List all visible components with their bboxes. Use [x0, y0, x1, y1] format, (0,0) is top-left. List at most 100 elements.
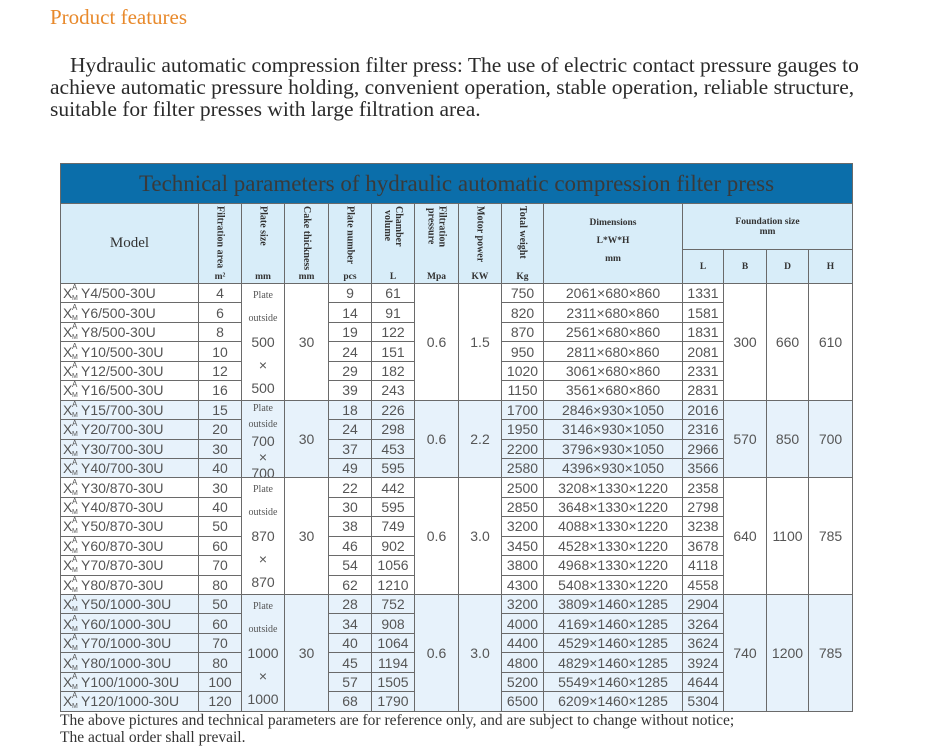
plate-size-line: outside	[248, 507, 278, 519]
model-prefix-sub: M	[72, 392, 78, 400]
header-label: Chamber volume	[382, 205, 404, 247]
model-cell: X A M Y60/870-30U	[60, 535, 199, 557]
dimensions-cell: 4529×1460×1285	[543, 632, 683, 654]
model-cell: X A M Y120/1000-30U	[60, 691, 199, 712]
model-cell: X A M Y100/1000-30U	[60, 671, 199, 693]
filtration-area-cell: 50	[198, 516, 242, 537]
chamber-volume-cell: 298	[371, 419, 415, 440]
model-prefix-sup: A	[72, 691, 78, 701]
model-prefix-sub: M	[72, 645, 78, 653]
total-weight-cell: 3200	[501, 516, 544, 537]
cake-thickness-cell: 30	[284, 399, 329, 479]
total-weight-cell: 1020	[501, 360, 544, 382]
header-unit: Mpa	[427, 271, 446, 282]
plate-number-cell: 38	[328, 516, 372, 537]
total-weight-cell: 4800	[501, 652, 544, 673]
header-label: Plate size	[257, 205, 269, 246]
plate-size-line: outside	[248, 623, 278, 635]
model-name: Y4/500-30U	[81, 285, 156, 302]
foundation-l-cell: 4118	[682, 555, 724, 576]
model-prefix-base: X	[63, 343, 73, 360]
header-wrap: Total weight Kg	[503, 205, 543, 282]
model-prefix-sub: M	[72, 411, 78, 419]
model-prefix-sup: A	[72, 458, 78, 468]
filtration-area-cell: 20	[198, 419, 242, 440]
total-weight-cell: 1150	[501, 380, 544, 401]
motor-power-cell: 3.0	[458, 477, 502, 595]
dimensions-cell: 3809×1460×1285	[543, 593, 683, 615]
model-prefix-base: X	[63, 285, 73, 302]
header-label: Total weight	[517, 205, 528, 259]
filtration-area-cell: 80	[198, 574, 242, 596]
model-prefix-sup: A	[72, 400, 78, 409]
plate-size-line: ×	[258, 449, 268, 466]
model-cell: X A M Y50/1000-30U	[60, 593, 199, 615]
plate-number-cell: 28	[328, 593, 372, 615]
dimensions-cell: 4829×1460×1285	[543, 652, 683, 673]
dimensions-cell: 2846×930×1050	[543, 399, 683, 421]
model-name: Y8/500-30U	[81, 324, 156, 341]
model-prefix-base: X	[63, 421, 73, 438]
plate-size-line: Plate	[253, 484, 273, 496]
model-prefix-base: X	[63, 499, 73, 516]
model-prefix-sub: M	[72, 489, 78, 497]
model-cell: X A M Y30/700-30U	[60, 438, 199, 459]
model-prefix-sup: A	[72, 575, 78, 584]
technical-parameters-table: Technical parameters of hydraulic automa…	[60, 163, 853, 712]
foundation-l-cell: 1831	[682, 321, 724, 343]
foundation-l-cell: 4558	[682, 574, 724, 596]
plate-number-cell: 49	[328, 457, 372, 479]
model-cell: X A M Y40/700-30U	[60, 457, 199, 479]
dimensions-cell: 4396×930×1050	[543, 457, 683, 479]
pressure-cell: 0.6	[414, 283, 459, 401]
model-name: Y60/870-30U	[81, 537, 164, 554]
model-cell: X A M Y16/500-30U	[60, 380, 199, 401]
header-column: Cake thickness mm	[284, 203, 329, 284]
table-row: X A M Y15/700-30U 15 Plate outside 700 × 700 30 18 2…	[60, 399, 853, 479]
table-row: X A M Y6/500-30U 6 14 91 820 2311×680×860 1581	[60, 302, 853, 323]
header-wrap: Filtration area m²	[200, 206, 241, 282]
section-heading: Product features	[50, 5, 188, 29]
filtration-area-cell: 15	[198, 399, 242, 421]
foundation-b-cell: 640	[723, 477, 767, 595]
total-weight-cell: 3200	[501, 593, 544, 615]
model-prefix-base: X	[63, 673, 73, 690]
plate-size-line: outside	[248, 312, 278, 324]
pressure-cell: 0.6	[414, 594, 459, 712]
model-cell: X A M Y12/500-30U	[60, 360, 199, 382]
model-cell: X A M Y70/870-30U	[60, 555, 199, 576]
model-prefix-base: X	[63, 401, 73, 418]
total-weight-cell: 2580	[501, 457, 544, 479]
pressure-cell: 0.6	[414, 477, 459, 595]
table-row: X A M Y100/1000-30U 100 57 1505 5200 5549×1460×1…	[60, 671, 853, 693]
model-prefix-base: X	[63, 635, 73, 652]
total-weight-cell: 820	[501, 302, 544, 323]
table-row: X A M Y60/870-30U 60 46 902 3450 4528×1330×1220 3…	[60, 535, 853, 557]
plate-size-cell: Plate outside 870 × 870	[241, 477, 285, 595]
plate-size-line: 700	[251, 433, 275, 450]
header-foundation-col: B	[723, 249, 767, 284]
table-row: X A M Y8/500-30U 8 19 122 870 2561×680×860 1831	[60, 321, 853, 343]
total-weight-cell: 3450	[501, 535, 544, 557]
chamber-volume-cell: 595	[371, 457, 415, 479]
plate-size-stack: Plate outside 500 × 500	[243, 284, 284, 399]
foundation-l-cell: 2966	[682, 438, 724, 459]
filtration-area-cell: 40	[198, 457, 242, 479]
dimensions-cell: 3146×930×1050	[543, 419, 683, 440]
plate-number-cell: 37	[328, 438, 372, 459]
model-prefix-sub: M	[72, 509, 78, 517]
filtration-area-cell: 10	[198, 341, 242, 362]
table-row: X A M Y80/1000-30U 80 45 1194 4800 4829×1460×128…	[60, 652, 853, 673]
header-unit: L	[389, 271, 397, 282]
plate-size-line: 500	[251, 379, 275, 396]
header-wrap: Plate number pcs	[330, 206, 371, 282]
dimensions-cell: 2811×680×860	[543, 341, 683, 362]
model-prefix-sup: A	[72, 439, 78, 448]
chamber-volume-cell: 908	[371, 613, 415, 634]
